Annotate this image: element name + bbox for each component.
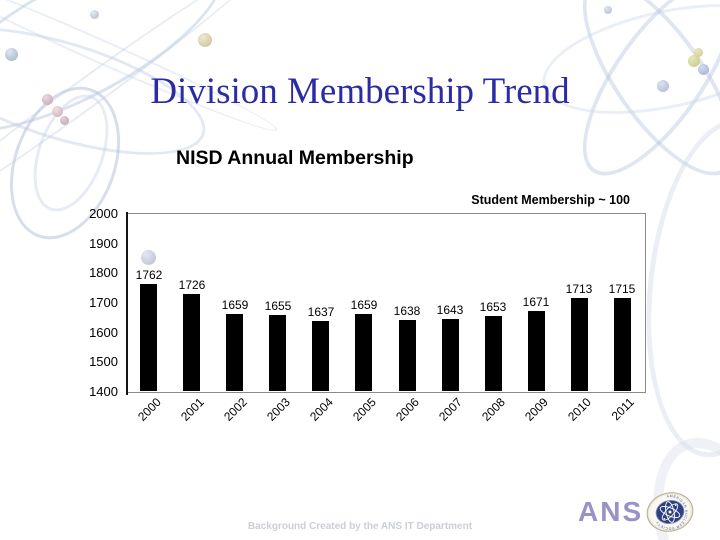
- x-axis-label: 2004: [307, 395, 336, 424]
- x-axis-label: 2009: [522, 395, 551, 424]
- y-axis-label: 1600: [89, 324, 118, 340]
- bar-value-label: 1659: [221, 298, 249, 313]
- bar-value-label: 1726: [178, 278, 206, 293]
- atom-orbit-decoration: [532, 0, 720, 134]
- bar: [355, 314, 372, 391]
- electron-dot: [5, 48, 18, 61]
- bar: [399, 320, 416, 391]
- y-axis-label: 1400: [89, 384, 118, 399]
- x-axis-label: 2007: [436, 395, 465, 424]
- ans-logo: ANS AMERICAN NUCLEAR SOCIETY: [578, 491, 694, 534]
- bar-value-label: 1671: [522, 294, 550, 309]
- y-axis-label: 1500: [89, 354, 118, 370]
- bar: [614, 297, 631, 391]
- y-axis-label: 1800: [89, 265, 118, 281]
- bar: [485, 315, 502, 391]
- x-axis-label: 2011: [608, 395, 637, 424]
- bar: [528, 310, 545, 391]
- chart-annotation: Student Membership ~ 100: [471, 193, 630, 207]
- slide-title: Division Membership Trend: [150, 71, 570, 112]
- x-axis-label: 2001: [178, 395, 207, 424]
- y-axis-label: 1900: [89, 235, 118, 251]
- bar-value-label: 1638: [393, 304, 421, 319]
- atom-icon: [659, 501, 681, 523]
- bar: [571, 298, 588, 391]
- chart-title: NISD Annual Membership: [176, 147, 414, 169]
- bar-value-label: 1762: [135, 267, 163, 282]
- bar-value-label: 1655: [264, 299, 292, 314]
- bar-value-label: 1643: [436, 302, 464, 317]
- bar: [312, 320, 329, 391]
- atom-orbit-decoration: [0, 0, 272, 233]
- bar-value-label: 1715: [608, 281, 636, 296]
- y-axis-label: 2000: [89, 206, 118, 221]
- bar-value-label: 1637: [307, 304, 335, 319]
- electron-dot: [604, 6, 612, 14]
- bar: [183, 294, 200, 391]
- y-axis-label: 1700: [89, 295, 118, 310]
- x-axis-label: 2008: [479, 395, 508, 424]
- bar-value-label: 1659: [350, 298, 378, 313]
- x-axis-label: 2003: [264, 395, 293, 424]
- x-axis-label: 2010: [565, 395, 594, 424]
- bar-value-label: 1653: [479, 299, 507, 314]
- x-axis-label: 2006: [393, 395, 422, 424]
- electron-dot: [198, 33, 212, 47]
- electron-dot: [688, 55, 700, 67]
- x-axis-label: 2000: [135, 395, 164, 424]
- electron-dot: [694, 48, 703, 57]
- electron-dot: [60, 116, 69, 125]
- bar: [140, 283, 157, 391]
- footer-credit: Background Created by the ANS IT Departm…: [247, 521, 473, 532]
- bar-value-label: 1713: [565, 282, 593, 297]
- ans-seal-icon: AMERICAN NUCLEAR SOCIETY: [646, 491, 694, 534]
- y-axis-line: [126, 212, 128, 395]
- bar: [226, 314, 243, 391]
- x-axis-label: 2005: [350, 395, 379, 424]
- bar: [269, 315, 286, 391]
- ans-logo-text: ANS: [578, 496, 644, 527]
- bar: [442, 318, 459, 391]
- x-axis-label: 2002: [221, 395, 250, 424]
- electron-dot: [90, 10, 99, 19]
